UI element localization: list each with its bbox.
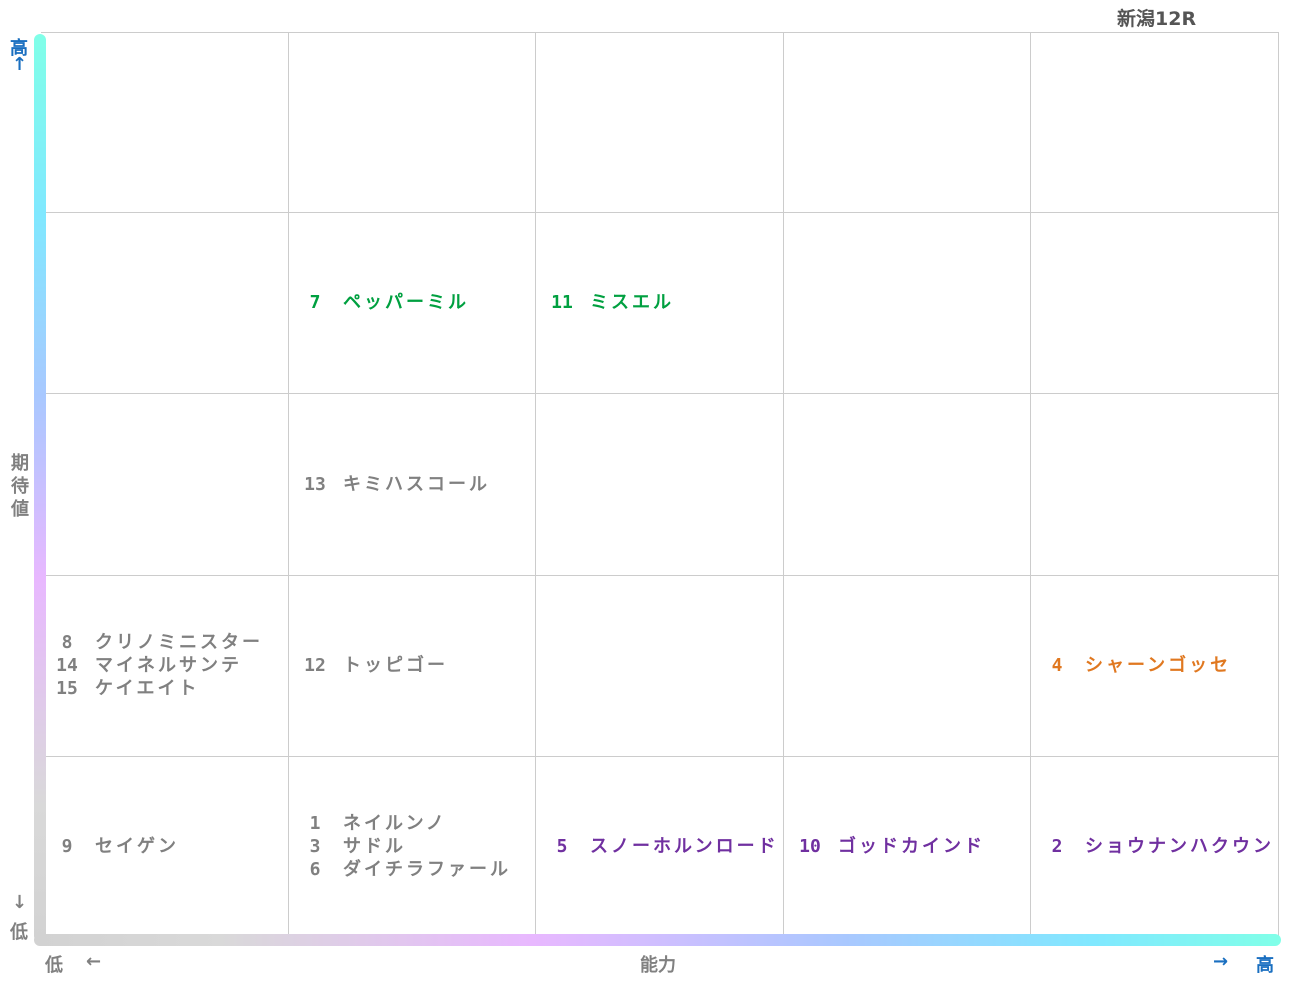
- grid-top-border: [41, 32, 1279, 33]
- horse-name: キミハスコール: [343, 473, 490, 495]
- horse-number: 12: [304, 654, 326, 676]
- horse-number: 11: [551, 292, 573, 314]
- x-axis-high-label: 高: [1256, 955, 1274, 976]
- chart-title: 新潟12R: [1117, 8, 1197, 30]
- grid-cell: [1031, 32, 1279, 214]
- horse-number: 14: [56, 654, 78, 676]
- grid-cell: [1031, 213, 1279, 395]
- horse-number: 2: [1051, 835, 1063, 857]
- horse-name: シャーンゴッセ: [1085, 654, 1232, 676]
- x-axis-right-arrow: →: [1213, 951, 1229, 972]
- horse-name: ペッパーミル: [343, 292, 469, 314]
- grid-cell: [289, 575, 536, 757]
- horse-name: トッピゴー: [343, 654, 448, 676]
- y-axis-label-char-1: 期: [11, 453, 29, 474]
- horse-name: セイゲン: [95, 835, 179, 857]
- horse-name: ネイルンノ: [343, 812, 447, 834]
- horse-entry: 6 ダイチラファール: [295, 858, 511, 881]
- horse-entry: 11 ミスエル: [542, 291, 674, 314]
- grid-cell: [289, 213, 536, 395]
- horse-entry: 3 サドル: [295, 835, 406, 858]
- y-axis-high-label: 高: [10, 38, 28, 59]
- horse-number: 9: [61, 835, 73, 857]
- x-axis-bar: [34, 934, 1281, 946]
- horse-number: 10: [799, 835, 821, 857]
- horse-entry: 12 トッピゴー: [295, 654, 448, 677]
- grid-cell: [1031, 575, 1279, 757]
- horse-entry: 9 セイゲン: [47, 835, 179, 858]
- grid-cell: [536, 32, 784, 214]
- x-axis-low-label: 低: [45, 955, 63, 976]
- grid-cell: [289, 32, 536, 214]
- horse-name: サドル: [343, 835, 406, 857]
- horse-entry: 7 ペッパーミル: [295, 291, 469, 314]
- horse-number: 7: [309, 292, 321, 314]
- horse-entry: 2 ショウナンハクウン: [1037, 835, 1274, 858]
- horse-number: 5: [556, 835, 568, 857]
- grid-cell: [1031, 394, 1279, 576]
- y-axis-label-char-3: 値: [11, 499, 29, 520]
- grid-cell: [536, 394, 784, 576]
- horse-number: 13: [304, 473, 326, 495]
- horse-name: ケイエイト: [95, 677, 200, 699]
- horse-name: クリノミニスター: [95, 631, 263, 653]
- horse-number: 1: [309, 812, 321, 834]
- horse-number: 3: [309, 835, 321, 857]
- grid-cell: [289, 394, 536, 576]
- y-axis-label: 期 待 値: [10, 452, 30, 521]
- x-axis-label: 能力: [640, 955, 676, 976]
- grid-cell: [536, 213, 784, 395]
- grid-cell: [536, 575, 784, 757]
- horse-entry: 8 クリノミニスター: [47, 631, 263, 654]
- horse-name: ミスエル: [590, 292, 674, 314]
- horse-name: マイネルサンテ: [95, 654, 242, 676]
- grid-cell: [41, 575, 289, 757]
- horse-number: 4: [1051, 654, 1063, 676]
- horse-entry: 10 ゴッドカインド: [790, 835, 985, 858]
- y-axis-down-arrow: ↓: [12, 892, 28, 913]
- y-axis-bar: [34, 34, 46, 942]
- grid-cell: [41, 213, 289, 395]
- horse-entry: 15 ケイエイト: [47, 677, 199, 700]
- x-axis-left-arrow: ←: [86, 951, 102, 972]
- horse-name: スノーホルンロード: [590, 835, 779, 857]
- horse-number: 8: [61, 631, 73, 653]
- grid-cell: [784, 394, 1031, 576]
- horse-number: 6: [309, 858, 321, 880]
- horse-name: ダイチラファール: [343, 858, 511, 880]
- matrix-grid: 7 ペッパーミル 11 ミスエル 13 キミハスコール 8 クリノミニスター 14 マイネルサンテ…: [41, 32, 1279, 938]
- horse-entry: 4 シャーンゴッセ: [1037, 654, 1231, 677]
- y-axis-label-char-2: 待: [11, 476, 29, 497]
- y-axis-low-label: 低: [10, 922, 28, 943]
- grid-cell: [784, 32, 1031, 214]
- horse-number: 15: [56, 677, 78, 699]
- horse-name: ショウナンハクウン: [1085, 835, 1274, 857]
- horse-name: ゴッドカインド: [838, 835, 985, 857]
- grid-cell: [41, 394, 289, 576]
- grid-cell: [41, 32, 289, 214]
- horse-entry: 14 マイネルサンテ: [47, 654, 242, 677]
- horse-entry: 5 スノーホルンロード: [542, 835, 779, 858]
- horse-entry: 1 ネイルンノ: [295, 812, 447, 835]
- grid-cell: [784, 213, 1031, 395]
- horse-entry: 13 キミハスコール: [295, 473, 490, 496]
- y-axis-up-arrow: ↑: [12, 54, 28, 75]
- grid-cell: [784, 575, 1031, 757]
